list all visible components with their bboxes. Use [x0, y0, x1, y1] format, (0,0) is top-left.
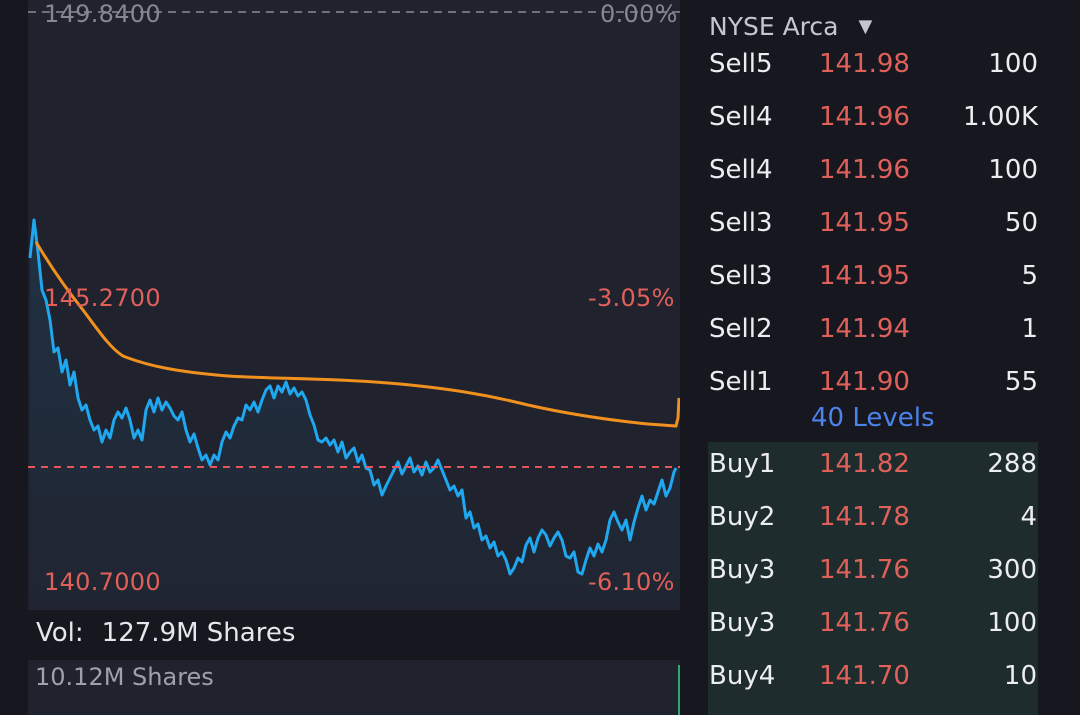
- quantity-value: 1.00K: [963, 102, 1038, 132]
- price-value: 141.94: [819, 314, 910, 344]
- sell-row[interactable]: Sell3 141.95 5: [705, 254, 1039, 307]
- price-value: 141.82: [819, 449, 910, 479]
- quantity-value: 100: [987, 608, 1037, 638]
- quantity-value: 5: [1021, 261, 1038, 291]
- volume-chart[interactable]: [28, 660, 680, 715]
- exchange-name: NYSE Arca: [709, 12, 839, 41]
- quantity-value: 50: [1004, 208, 1038, 238]
- dropdown-caret-icon: ▼: [858, 16, 873, 37]
- side-label: Sell1: [709, 367, 773, 397]
- average-price-line: [34, 241, 680, 428]
- y-label-top-price: 149.8400: [44, 0, 161, 28]
- buy-row[interactable]: Buy3 141.76 100: [708, 601, 1038, 654]
- quantity-value: 10: [1003, 661, 1037, 691]
- volume-bar: [28, 612, 680, 658]
- price-value: 141.98: [819, 49, 910, 79]
- y-label-mid-price: 145.2700: [44, 284, 161, 312]
- buy-row[interactable]: Buy1 141.82 288: [708, 442, 1038, 495]
- side-label: Sell2: [709, 314, 773, 344]
- sell-row[interactable]: Sell3 141.95 50: [705, 201, 1039, 254]
- side-label: Buy3: [709, 608, 776, 638]
- sell-row[interactable]: Sell2 141.94 1: [705, 307, 1039, 360]
- side-label: Sell3: [709, 261, 773, 291]
- sell-row[interactable]: Sell4 141.96 1.00K: [705, 95, 1039, 148]
- price-value: 141.96: [819, 102, 910, 132]
- volume-label: Vol:: [36, 618, 84, 648]
- quantity-value: 55: [1004, 367, 1038, 397]
- buy-row[interactable]: Buy4 141.70 10: [708, 654, 1038, 715]
- sell-row[interactable]: Sell4 141.96 100: [705, 148, 1039, 201]
- buy-row[interactable]: Buy3 141.76 300: [708, 548, 1038, 601]
- volume-summary: Vol: 127.9M Shares: [36, 618, 295, 648]
- exchange-selector[interactable]: NYSE Arca ▼: [709, 12, 872, 41]
- order-book: NYSE Arca ▼ Sell5 141.98 100 Sell4 141.9…: [705, 0, 1080, 715]
- side-label: Buy2: [709, 502, 776, 532]
- price-value: 141.95: [819, 208, 910, 238]
- y-label-low-pct: -6.10%: [588, 568, 675, 596]
- sell-row[interactable]: Sell1 141.90 55: [705, 360, 1039, 413]
- price-line: [28, 218, 678, 576]
- side-label: Sell4: [709, 155, 773, 185]
- buy-row[interactable]: Buy2 141.78 4: [708, 495, 1038, 548]
- side-label: Sell5: [709, 49, 773, 79]
- levels-toggle[interactable]: 40 Levels: [811, 403, 935, 433]
- quantity-value: 1: [1021, 314, 1038, 344]
- price-value: 141.90: [819, 367, 910, 397]
- quantity-value: 100: [988, 155, 1038, 185]
- side-label: Buy4: [709, 661, 776, 691]
- intraday-chart-svg: [28, 11, 680, 610]
- quantity-value: 288: [987, 449, 1037, 479]
- volume-bar-mark: [678, 665, 680, 715]
- sell-row[interactable]: Sell5 141.98 100: [705, 42, 1039, 95]
- y-label-top-pct: 0.00%: [600, 0, 678, 28]
- price-area-fill: [30, 220, 680, 610]
- volume-value: 127.9M Shares: [101, 618, 296, 648]
- side-label: Sell3: [709, 208, 773, 238]
- price-value: 141.95: [819, 261, 910, 291]
- price-value: 141.76: [819, 608, 910, 638]
- price-value: 141.70: [819, 661, 910, 691]
- side-label: Buy3: [709, 555, 776, 585]
- quantity-value: 100: [988, 49, 1038, 79]
- quantity-value: 4: [1020, 502, 1037, 532]
- price-value: 141.96: [819, 155, 910, 185]
- price-value: 141.76: [819, 555, 910, 585]
- volume-sub-value: 10.12M Shares: [35, 663, 214, 691]
- y-label-low-price: 140.7000: [44, 568, 161, 596]
- side-label: Buy1: [709, 449, 776, 479]
- quantity-value: 300: [987, 555, 1037, 585]
- y-label-mid-pct: -3.05%: [588, 284, 675, 312]
- price-value: 141.78: [819, 502, 910, 532]
- intraday-chart[interactable]: [28, 0, 680, 610]
- side-label: Sell4: [709, 102, 773, 132]
